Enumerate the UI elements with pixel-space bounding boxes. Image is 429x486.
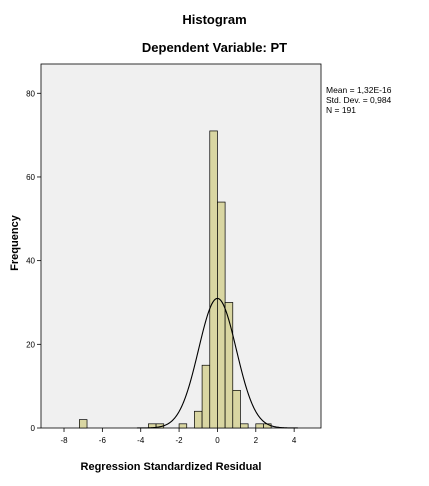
histogram-bar xyxy=(217,201,226,429)
histogram-bar xyxy=(178,423,188,429)
y-axis-label: Frequency xyxy=(9,214,21,271)
y-tick-label: 20 xyxy=(26,340,35,349)
histogram-bar xyxy=(209,130,218,429)
histogram-bar xyxy=(79,419,88,429)
histogram-bar xyxy=(194,410,203,429)
stat-n: N = 191 xyxy=(326,105,357,115)
histogram-bar xyxy=(255,423,264,429)
plot-area xyxy=(40,63,322,429)
y-tick-label: 0 xyxy=(31,424,36,433)
stat-std-dev: Std. Dev. = 0,984 xyxy=(326,95,392,105)
normal-curve xyxy=(136,297,298,429)
histogram-bar xyxy=(201,364,211,429)
x-tick-label: -2 xyxy=(176,436,184,445)
stat-mean: Mean = 1,32E-16 xyxy=(326,85,392,95)
x-tick-label: 4 xyxy=(292,436,297,445)
y-tick-label: 40 xyxy=(26,257,35,266)
x-tick-label: -8 xyxy=(60,436,68,445)
histogram-bar xyxy=(224,302,234,429)
bars-group xyxy=(79,130,272,429)
x-tick-label: 0 xyxy=(215,436,220,445)
chart-subtitle: Dependent Variable: PT xyxy=(141,40,288,55)
y-tick-label: 80 xyxy=(26,89,35,98)
statistics-box: Mean = 1,32E-16 Std. Dev. = 0,984 N = 19… xyxy=(326,85,391,115)
chart-title: Histogram xyxy=(182,12,247,27)
x-axis: -8 -6 -4 -2 0 2 4 xyxy=(60,428,297,445)
x-tick-label: -6 xyxy=(99,436,107,445)
y-tick-label: 60 xyxy=(26,173,35,182)
y-axis: 0 20 40 60 80 xyxy=(26,89,41,433)
histogram-bar xyxy=(232,389,241,429)
x-axis-label: Regression Standardized Residual xyxy=(81,461,262,473)
histogram-bar xyxy=(240,423,249,429)
x-tick-label: -4 xyxy=(137,436,145,445)
x-tick-label: 2 xyxy=(254,436,259,445)
